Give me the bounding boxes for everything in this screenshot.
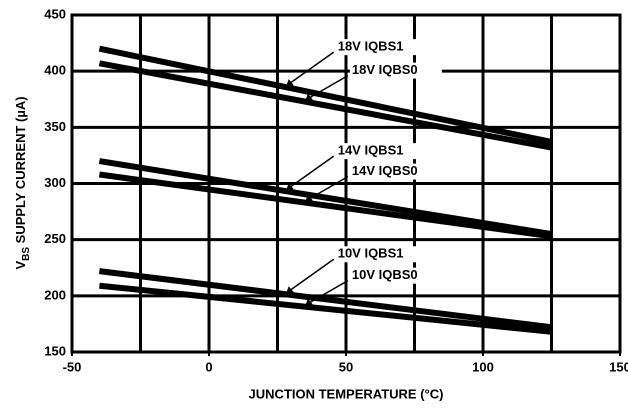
x-tick-label: 150 [609,359,628,374]
series-line [98,158,552,238]
annotation-bg [335,246,428,263]
x-tick-label: 0 [205,359,212,374]
series-line [98,171,552,240]
y-tick-label: 200 [44,287,66,302]
annotation-arrow [307,175,349,201]
arrow-head [285,79,294,88]
y-tick-label: 300 [44,175,66,190]
y-tick-label: 400 [44,63,66,78]
arrow-head [285,183,294,192]
y-label-part: SUPPLY CURRENT (µA) [13,96,28,247]
plot-frame [70,13,622,354]
series-line [99,268,552,331]
annotation-bg [335,39,428,56]
y-tick-label: 150 [44,343,66,358]
annotation-bg [349,62,442,79]
annotation-arrow [307,280,349,305]
y-tick-label: 350 [44,119,66,134]
annotation-label: 18V IQBS1 [338,39,404,54]
series-line [98,45,553,145]
annotation-arrow [288,258,335,292]
annotation-label: 14V IQBS1 [338,143,404,158]
y-axis-label: VBS SUPPLY CURRENT (µA) [13,96,31,269]
y-label-sub: BS [21,247,32,261]
annotation-label: 10V IQBS1 [338,246,404,261]
annotation-arrow [307,74,349,100]
annotation-arrow [288,155,335,189]
annotation-label: 18V IQBS0 [352,62,418,77]
x-tick-label: 100 [472,359,494,374]
x-tick-label: -50 [63,359,82,374]
annotation-bg [349,163,442,180]
annotation-bg [349,267,442,284]
y-tick-label: 250 [44,231,66,246]
annotation-label: 10V IQBS0 [352,267,418,282]
series-line [98,60,553,151]
x-tick-label: 50 [339,359,353,374]
y-label-part: V [13,261,28,270]
series-line [99,282,552,335]
arrow-head [304,298,313,307]
arrow-head [304,93,313,102]
arrow-head [304,194,313,203]
y-tick-label: 450 [44,6,66,21]
annotation-label: 14V IQBS0 [352,163,418,178]
annotation-arrow [288,51,335,85]
annotation-bg [335,143,428,160]
arrow-head [285,286,294,295]
x-axis-label: JUNCTION TEMPERATURE (°C) [249,386,444,401]
